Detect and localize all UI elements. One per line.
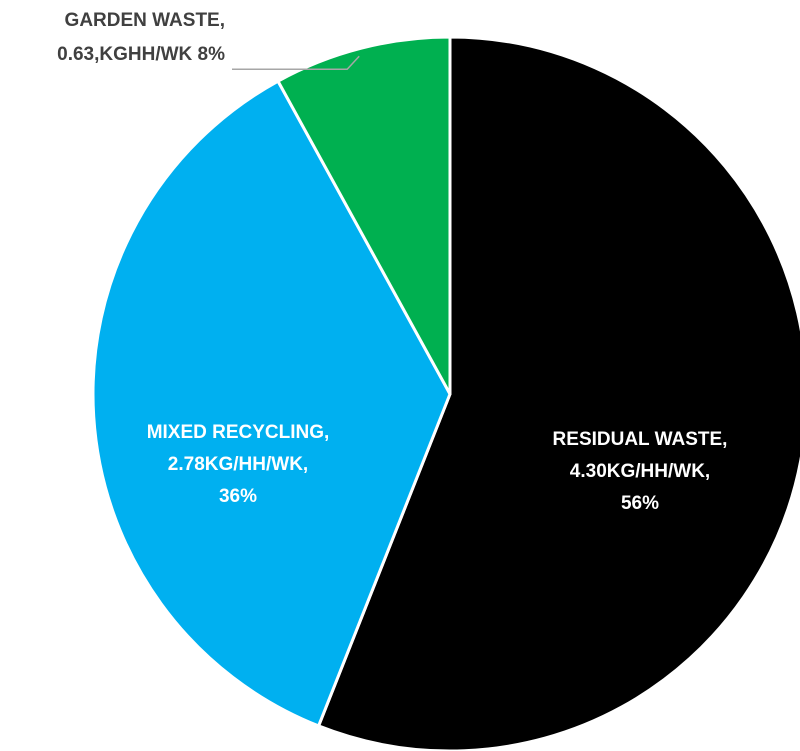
pie-slice-garden-waste	[276, 35, 452, 396]
data-label-line: GARDEN WASTE,	[65, 10, 225, 31]
data-label-line: 2.78KG/HH/WK,	[168, 454, 308, 475]
data-label-residual-waste: RESIDUAL WASTE, 4.30KG/HH/WK, 56%	[553, 429, 728, 514]
data-label-line: 4.30KG/HH/WK,	[570, 461, 710, 482]
data-label-line: MIXED RECYCLING,	[147, 422, 330, 443]
data-label-line: 0.63,KGHH/WK 8%	[57, 44, 225, 65]
pie-slice-residual-waste	[317, 35, 800, 751]
data-label-mixed-recycling: MIXED RECYCLING, 2.78KG/HH/WK, 36%	[147, 422, 330, 507]
data-label-line: 36%	[219, 486, 257, 507]
leader-line	[232, 55, 360, 70]
pie-slice-mixed-recycling	[91, 79, 452, 728]
data-label-garden-waste: GARDEN WASTE, 0.63,KGHH/WK 8%	[57, 10, 225, 65]
data-label-line: 56%	[621, 493, 659, 514]
data-label-line: RESIDUAL WASTE,	[553, 429, 728, 450]
